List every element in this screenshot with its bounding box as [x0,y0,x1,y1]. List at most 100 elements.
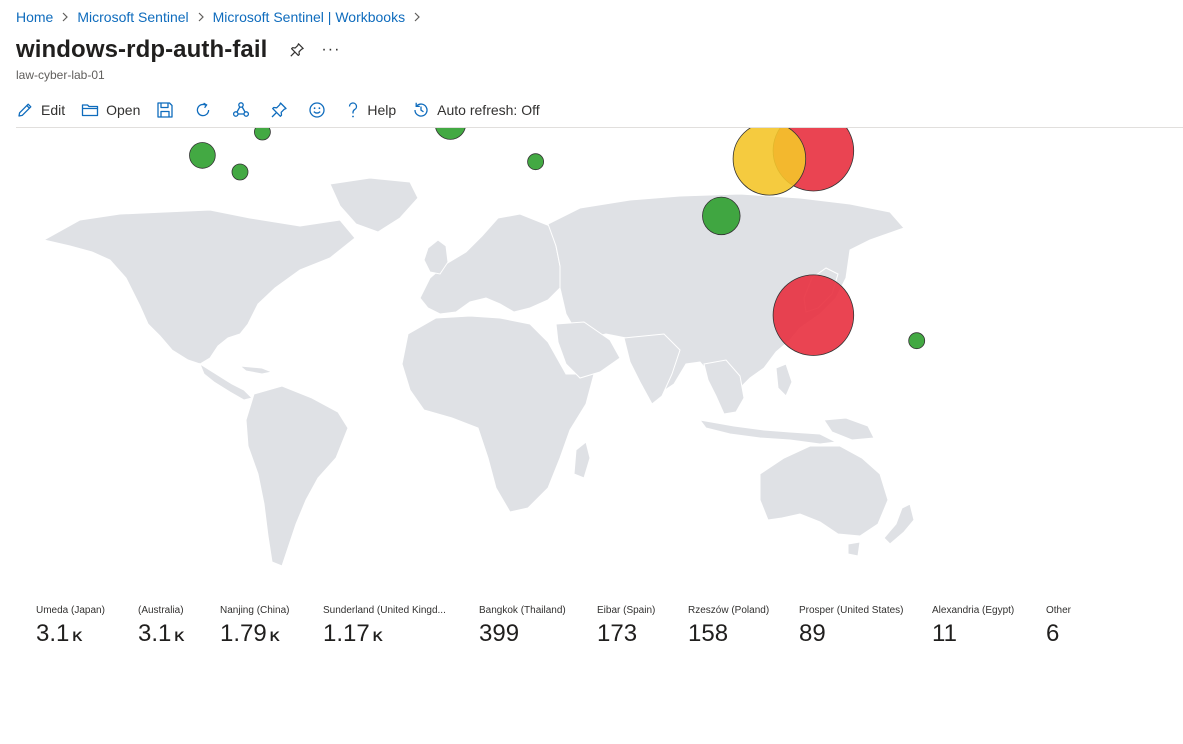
land-australia [759,445,889,537]
chevron-right-icon [413,12,421,22]
tile-other[interactable]: Other 6 [1046,605,1071,648]
tile-alexandria[interactable]: Alexandria (Egypt) 11 [932,605,1014,648]
tile-value: 3.1 K [36,620,105,648]
toolbar-divider [16,127,1183,128]
save-icon[interactable] [156,101,174,119]
help-icon [349,102,358,118]
tile-label: Bangkok (Thailand) [479,605,566,616]
tile-number: 11 [932,620,957,647]
land-india [623,333,681,405]
location-tiles: Umeda (Japan) 3.1 K (Australia) 3.1 K Nanj… [0,605,1183,665]
map-bubble[interactable]: Bangkok (Thailand) [702,196,741,236]
help-button[interactable]: Help [346,101,396,119]
land-new-guinea [823,417,875,441]
map-bubble[interactable]: New Zealand [908,332,926,350]
open-button[interactable]: Open [81,101,140,119]
refresh-icon[interactable] [194,101,212,119]
tile-value: 1.17 K [323,620,446,648]
tile-value: 173 [597,620,655,648]
pencil-icon [18,103,32,117]
map-bubble[interactable]: US Florida [231,163,249,181]
world-map-svg[interactable]: Umeda (Japan)(Australia)Nanjing (China)S… [0,53,1183,598]
pin-icon[interactable] [289,42,305,58]
land-new-zealand [883,503,915,545]
tile-value: 158 [688,620,769,648]
tile-value: 3.1 K [138,620,185,648]
tile-value: 1.79 K [220,620,289,648]
tile-eibar[interactable]: Eibar (Spain) 173 [597,605,655,648]
tile-label: Sunderland (United Kingd... [323,605,446,616]
land-caribbean [238,365,274,375]
tile-unit: K [372,628,383,644]
tile-number: 3.1 [36,620,70,647]
share-icon[interactable] [232,101,250,119]
breadcrumb: Home Microsoft Sentinel Microsoft Sentin… [16,9,429,25]
tile-value: 399 [479,620,566,648]
toolbar: Edit Open Help Auto refresh: Off [16,98,556,122]
tile-nanjing[interactable]: Nanjing (China) 1.79 K [220,605,289,648]
tile-number: 399 [479,620,520,647]
auto-refresh-button[interactable]: Auto refresh: Off [412,101,540,119]
tile-number: 158 [688,620,729,647]
tile-label: Other [1046,605,1072,616]
tile-number: 173 [597,620,638,647]
map-bubble[interactable]: Prosper (United States) [189,142,216,169]
tile-unit: K [269,628,280,644]
tile-label: Alexandria (Egypt) [932,605,1015,616]
land-uk [423,239,449,275]
tile-bangkok[interactable]: Bangkok (Thailand) 399 [479,605,566,648]
map-bubble[interactable]: US East [253,123,271,141]
tile-value: 6 [1046,620,1071,648]
map-bubble[interactable]: Eibar (Spain) [434,108,466,140]
land-north-america [42,209,356,365]
pin-icon[interactable] [270,101,288,119]
land-indonesia [698,419,838,445]
title-row: windows-rdp-auth-fail ··· [16,36,340,64]
tile-unit: K [174,628,185,644]
page-title: windows-rdp-auth-fail [16,36,268,63]
tile-australia[interactable]: (Australia) 3.1 K [138,605,185,648]
map-bubble[interactable]: (Australia) [772,274,855,356]
history-icon [414,102,428,117]
world-map[interactable]: Umeda (Japan)(Australia)Nanjing (China)S… [0,53,1183,598]
tile-number: 6 [1046,620,1060,647]
edit-label: Edit [41,102,66,118]
land-tasmania [847,541,861,557]
help-label: Help [367,102,397,118]
land-south-america [245,385,349,567]
land-africa [401,315,595,513]
land-masses [42,177,915,567]
breadcrumb-home[interactable]: Home [16,9,54,25]
chevron-right-icon [197,12,205,22]
land-indochina [703,359,745,415]
smiley-icon[interactable] [308,101,326,119]
land-central-america [198,362,253,401]
workspace-name: law-cyber-lab-01 [16,68,105,82]
chevron-right-icon [61,12,69,22]
tile-unit: K [72,628,83,644]
tile-sunderland[interactable]: Sunderland (United Kingd... 1.17 K [323,605,446,648]
auto-refresh-label: Auto refresh: Off [437,102,540,118]
tile-label: (Australia) [138,605,184,616]
tile-label: Eibar (Spain) [597,605,656,616]
breadcrumb-workbooks[interactable]: Microsoft Sentinel | Workbooks [212,9,406,25]
tile-label: Rzeszów (Poland) [688,605,770,616]
map-bubble[interactable]: Alexandria (Egypt) [527,153,544,171]
open-label: Open [106,102,141,118]
tile-rzeszow[interactable]: Rzeszów (Poland) 158 [688,605,769,648]
tile-value: 89 [799,620,904,648]
tile-value: 11 [932,620,1014,648]
land-madagascar [573,441,591,479]
land-philippines [775,363,793,397]
map-bubble[interactable]: Nanjing (China) [732,122,807,196]
tile-number: 1.79 [220,620,267,647]
tile-umeda[interactable]: Umeda (Japan) 3.1 K [36,605,105,648]
more-options-icon[interactable]: ··· [321,41,341,58]
tile-number: 89 [799,620,826,647]
tile-label: Prosper (United States) [799,605,904,616]
edit-button[interactable]: Edit [16,101,65,119]
tile-number: 1.17 [323,620,370,647]
tile-prosper[interactable]: Prosper (United States) 89 [799,605,904,648]
land-greenland [329,177,419,233]
breadcrumb-sentinel[interactable]: Microsoft Sentinel [77,9,189,25]
